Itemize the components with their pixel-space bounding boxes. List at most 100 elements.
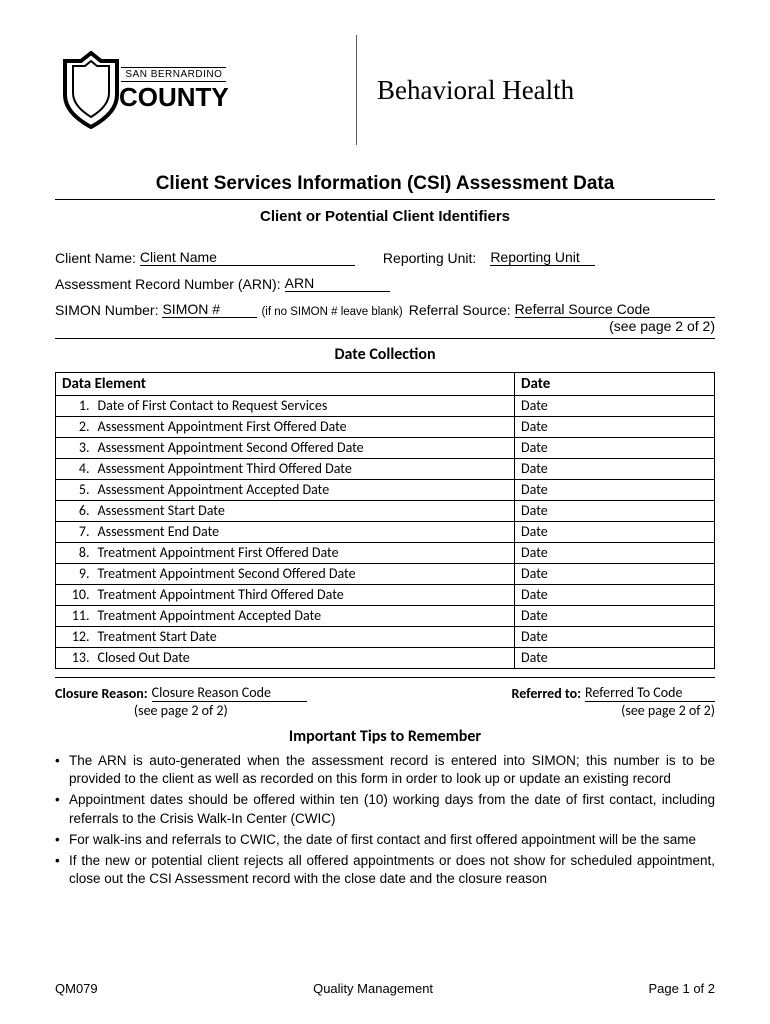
table-row: 10.Treatment Appointment Third Offered D… bbox=[56, 585, 715, 606]
date-collection-table: Data Element Date 1.Date of First Contac… bbox=[55, 372, 715, 669]
row-date-field[interactable]: Date bbox=[515, 459, 715, 480]
main-title: Client Services Information (CSI) Assess… bbox=[55, 173, 715, 195]
referred-to-note: (see page 2 of 2) bbox=[621, 702, 715, 719]
table-row: 4.Assessment Appointment Third Offered D… bbox=[56, 459, 715, 480]
row-number: 10. bbox=[56, 585, 92, 606]
table-bottom-rule bbox=[55, 677, 715, 678]
row-label: Assessment Appointment Third Offered Dat… bbox=[92, 459, 515, 480]
table-row: 3.Assessment Appointment Second Offered … bbox=[56, 438, 715, 459]
row-date-field[interactable]: Date bbox=[515, 606, 715, 627]
simon-field[interactable]: SIMON # bbox=[162, 301, 257, 318]
row-number: 4. bbox=[56, 459, 92, 480]
row-number: 1. bbox=[56, 396, 92, 417]
referral-source-label: Referral Source: bbox=[409, 302, 511, 318]
footer-center: Quality Management bbox=[313, 981, 433, 996]
row-label: Treatment Appointment First Offered Date bbox=[92, 543, 515, 564]
row-date-field[interactable]: Date bbox=[515, 585, 715, 606]
row-number: 12. bbox=[56, 627, 92, 648]
row-date-field[interactable]: Date bbox=[515, 438, 715, 459]
row-number: 11. bbox=[56, 606, 92, 627]
table-row: 13.Closed Out DateDate bbox=[56, 648, 715, 669]
row-number: 7. bbox=[56, 522, 92, 543]
row-label: Closed Out Date bbox=[92, 648, 515, 669]
page-header: SAN BERNARDINO COUNTY Behavioral Health bbox=[55, 35, 715, 145]
client-name-field[interactable]: Client Name bbox=[140, 249, 355, 266]
arn-label: Assessment Record Number (ARN): bbox=[55, 276, 281, 292]
tip-item: The ARN is auto-generated when the asses… bbox=[55, 752, 715, 788]
tip-item: Appointment dates should be offered with… bbox=[55, 791, 715, 827]
row-date-field[interactable]: Date bbox=[515, 480, 715, 501]
closure-reason-block: Closure Reason: Closure Reason Code (see… bbox=[55, 684, 307, 719]
row-label: Assessment Appointment Accepted Date bbox=[92, 480, 515, 501]
row-number: 6. bbox=[56, 501, 92, 522]
referred-to-field[interactable]: Referred To Code bbox=[585, 684, 715, 702]
arn-field[interactable]: ARN bbox=[285, 275, 390, 292]
closure-reason-note: (see page 2 of 2) bbox=[55, 702, 307, 719]
row-simon-referral: SIMON Number: SIMON # (if no SIMON # lea… bbox=[55, 301, 715, 318]
row-number: 9. bbox=[56, 564, 92, 585]
header-divider bbox=[356, 35, 357, 145]
county-shield-icon bbox=[55, 51, 127, 129]
closure-referred-row: Closure Reason: Closure Reason Code (see… bbox=[55, 684, 715, 719]
closure-reason-field[interactable]: Closure Reason Code bbox=[152, 684, 307, 702]
title-rule bbox=[55, 199, 715, 200]
row-number: 13. bbox=[56, 648, 92, 669]
county-logo-block: SAN BERNARDINO COUNTY bbox=[55, 51, 350, 129]
row-label: Assessment Appointment Second Offered Da… bbox=[92, 438, 515, 459]
client-name-label: Client Name: bbox=[55, 250, 136, 266]
department-title: Behavioral Health bbox=[377, 75, 574, 106]
row-date-field[interactable]: Date bbox=[515, 396, 715, 417]
row-date-field[interactable]: Date bbox=[515, 627, 715, 648]
simon-helper-text: (if no SIMON # leave blank) bbox=[261, 306, 402, 318]
table-row: 5.Assessment Appointment Accepted DateDa… bbox=[56, 480, 715, 501]
col-date: Date bbox=[515, 373, 715, 396]
row-date-field[interactable]: Date bbox=[515, 564, 715, 585]
table-row: 2.Assessment Appointment First Offered D… bbox=[56, 417, 715, 438]
row-number: 2. bbox=[56, 417, 92, 438]
tip-item: If the new or potential client rejects a… bbox=[55, 852, 715, 888]
reporting-unit-field[interactable]: Reporting Unit bbox=[490, 249, 595, 266]
table-row: 12.Treatment Start DateDate bbox=[56, 627, 715, 648]
table-row: 11.Treatment Appointment Accepted DateDa… bbox=[56, 606, 715, 627]
table-row: 1.Date of First Contact to Request Servi… bbox=[56, 396, 715, 417]
table-row: 6.Assessment Start DateDate bbox=[56, 501, 715, 522]
simon-label: SIMON Number: bbox=[55, 302, 158, 318]
tips-title: Important Tips to Remember bbox=[55, 727, 715, 746]
county-top-text: SAN BERNARDINO bbox=[121, 67, 226, 82]
row-number: 3. bbox=[56, 438, 92, 459]
row-date-field[interactable]: Date bbox=[515, 501, 715, 522]
footer-page: Page 1 of 2 bbox=[649, 981, 716, 996]
row-date-field[interactable]: Date bbox=[515, 648, 715, 669]
county-main-text: COUNTY bbox=[119, 82, 229, 113]
row-label: Treatment Start Date bbox=[92, 627, 515, 648]
row-number: 8. bbox=[56, 543, 92, 564]
row-client-reporting: Client Name: Client Name Reporting Unit:… bbox=[55, 249, 715, 266]
row-label: Date of First Contact to Request Service… bbox=[92, 396, 515, 417]
reporting-unit-label: Reporting Unit: bbox=[383, 250, 476, 266]
tip-item: For walk-ins and referrals to CWIC, the … bbox=[55, 831, 715, 849]
row-arn: Assessment Record Number (ARN): ARN bbox=[55, 275, 715, 292]
table-row: 8.Treatment Appointment First Offered Da… bbox=[56, 543, 715, 564]
date-collection-title: Date Collection bbox=[55, 345, 715, 364]
identifiers-rule bbox=[55, 338, 715, 339]
row-number: 5. bbox=[56, 480, 92, 501]
referred-to-label: Referred to: bbox=[512, 685, 581, 702]
row-label: Treatment Appointment Third Offered Date bbox=[92, 585, 515, 606]
row-date-field[interactable]: Date bbox=[515, 417, 715, 438]
col-data-element: Data Element bbox=[56, 373, 515, 396]
referred-to-block: Referred to: Referred To Code (see page … bbox=[512, 684, 715, 719]
referral-source-field[interactable]: Referral Source Code bbox=[515, 301, 715, 318]
table-row: 7.Assessment End DateDate bbox=[56, 522, 715, 543]
row-date-field[interactable]: Date bbox=[515, 522, 715, 543]
county-name: SAN BERNARDINO COUNTY bbox=[119, 67, 229, 113]
closure-reason-label: Closure Reason: bbox=[55, 685, 148, 702]
page-footer: QM079 Quality Management Page 1 of 2 bbox=[55, 981, 715, 996]
row-label: Assessment Appointment First Offered Dat… bbox=[92, 417, 515, 438]
row-label: Assessment Start Date bbox=[92, 501, 515, 522]
identifiers-subtitle: Client or Potential Client Identifiers bbox=[55, 208, 715, 225]
row-label: Assessment End Date bbox=[92, 522, 515, 543]
row-label: Treatment Appointment Second Offered Dat… bbox=[92, 564, 515, 585]
row-label: Treatment Appointment Accepted Date bbox=[92, 606, 515, 627]
row-date-field[interactable]: Date bbox=[515, 543, 715, 564]
tips-list: The ARN is auto-generated when the asses… bbox=[55, 752, 715, 889]
